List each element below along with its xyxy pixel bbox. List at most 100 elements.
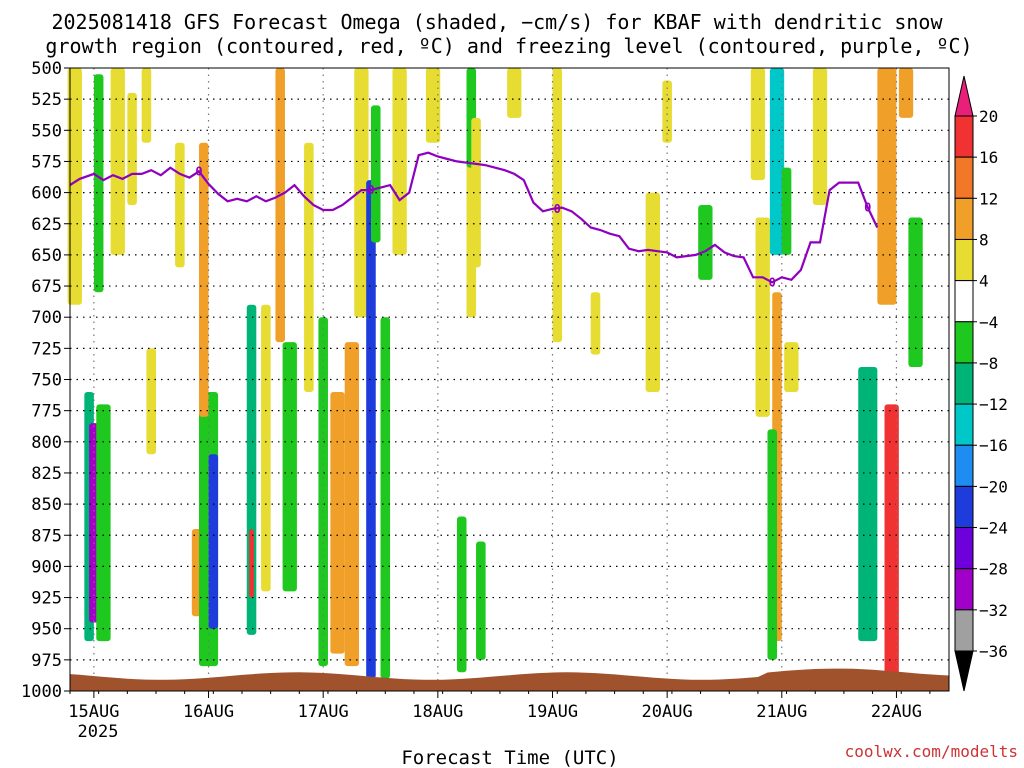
omega-region-38 [662, 80, 672, 143]
colorbar-bin-1 [954, 115, 974, 158]
omega-region-21 [330, 391, 345, 654]
colorbar-label-8: −16 [979, 436, 1008, 455]
omega-region-23 [354, 68, 369, 318]
omega-region-45 [767, 429, 778, 660]
x-tick-label-2: 17AUG [298, 702, 349, 722]
omega-region-34 [507, 68, 522, 118]
omega-region-35 [552, 68, 563, 343]
y-axis: 500 525 550 575 600 625 650 675 700 725 750 775 800 8… [21, 59, 70, 702]
x-axis-label: Forecast Time (UTC) [401, 747, 618, 768]
omega-region-42 [769, 68, 785, 255]
colorbar-label-4: 4 [979, 272, 989, 291]
colorbar-bin-8 [954, 403, 974, 446]
colorbar-bin-3 [954, 197, 974, 240]
omega-region-26 [380, 317, 391, 679]
colorbar-label-10: −24 [979, 519, 1008, 538]
colorbar-top-arrow [954, 75, 974, 117]
omega-region-18 [282, 342, 297, 592]
y-tick-label-7: 675 [31, 277, 62, 297]
omega-region-47 [812, 68, 828, 206]
freezing-label-2: 0 [554, 202, 561, 216]
omega-region-51 [898, 68, 914, 118]
freezing-label-1: 0 [367, 183, 374, 197]
colorbar-bin-12 [954, 568, 974, 611]
omega-region-6 [127, 92, 137, 206]
omega-region-15 [249, 529, 254, 598]
omega-region-37 [645, 192, 660, 392]
y-tick-label-10: 750 [31, 371, 62, 391]
x-tick-label-3: 18AUG [412, 702, 463, 722]
colorbar-bin-9 [954, 444, 974, 487]
omega-region-12 [208, 454, 219, 629]
y-tick-label-3: 575 [31, 152, 62, 172]
colorbar-label-0: 20 [979, 107, 998, 126]
omega-region-46 [784, 342, 799, 392]
colorbar-bin-6 [954, 321, 974, 364]
x-tick-label-1: 16AUG [183, 702, 234, 722]
colorbar-bin-7 [954, 362, 974, 405]
colorbar-label-5: −4 [979, 313, 998, 332]
chart-title-line-1: 2025081418 GFS Forecast Omega (shaded, −… [51, 10, 943, 34]
omega-region-41 [755, 217, 770, 417]
x-axis: 15AUG 16AUG 17AUG 18AUG 19AUG 20AUG 21AUG 22AUG [68, 691, 931, 722]
omega-region-9 [175, 142, 185, 268]
omega-region-4 [96, 404, 111, 642]
y-tick-label-20: 1000 [21, 682, 62, 702]
colorbar-bin-10 [954, 485, 974, 529]
colorbar-label-9: −20 [979, 477, 1008, 496]
colorbar: 20 16 12 8 4 −4 −8 −12 −16 −20 −24 −28 −32 −36 [954, 75, 1008, 692]
colorbar-bin-5 [954, 280, 974, 323]
x-axis-year: 2025 [78, 722, 119, 742]
y-tick-label-18: 950 [31, 620, 62, 640]
omega-region-25 [370, 105, 381, 243]
omega-region-40 [750, 68, 766, 181]
y-tick-label-17: 925 [31, 589, 62, 609]
colorbar-bin-13 [954, 609, 974, 652]
colorbar-label-12: −32 [979, 601, 1008, 620]
y-tick-label-14: 850 [31, 495, 62, 515]
y-tick-label-9: 725 [31, 339, 62, 359]
chart-title-line-2: growth region (contoured, red, ºC) and f… [45, 34, 972, 58]
y-tick-label-5: 625 [31, 215, 62, 235]
freezing-label-4: 0 [864, 201, 871, 215]
colorbar-bin-4 [954, 238, 974, 282]
omega-region-22 [344, 342, 360, 667]
plot-area: 0 0 0 0 0 [67, 67, 950, 692]
omega-region-16 [261, 304, 271, 592]
y-tick-label-13: 825 [31, 464, 62, 484]
freezing-label-3: 0 [769, 275, 776, 289]
omega-region-52 [908, 217, 923, 368]
colorbar-label-3: 8 [979, 230, 989, 249]
y-tick-label-6: 650 [31, 246, 62, 266]
x-tick-label-5: 20AUG [642, 702, 693, 722]
omega-region-19 [304, 142, 314, 392]
y-tick-label-16: 900 [31, 557, 62, 577]
y-tick-label-19: 975 [31, 651, 62, 671]
colorbar-label-2: 12 [979, 189, 998, 208]
y-tick-label-8: 700 [31, 308, 62, 328]
colorbar-label-6: −8 [979, 354, 998, 373]
omega-region-7 [141, 68, 152, 143]
x-tick-label-7: 22AUG [871, 702, 922, 722]
y-tick-label-11: 775 [31, 402, 62, 422]
y-tick-label-2: 550 [31, 121, 62, 141]
x-tick-label-6: 21AUG [756, 702, 807, 722]
omega-region-17 [275, 68, 285, 343]
omega-region-36 [590, 292, 601, 355]
colorbar-label-7: −12 [979, 395, 1008, 414]
y-tick-label-1: 525 [31, 90, 62, 110]
y-tick-label-15: 875 [31, 526, 62, 546]
omega-region-27 [392, 68, 407, 255]
omega-region-44 [781, 167, 792, 255]
colorbar-bin-11 [954, 527, 974, 570]
omega-region-28 [425, 68, 441, 143]
omega-region-3 [93, 74, 104, 293]
x-tick-label-4: 19AUG [527, 702, 578, 722]
colorbar-bin-2 [954, 156, 974, 199]
freezing-level-line [69, 151, 879, 284]
freezing-label-0: 0 [195, 164, 202, 178]
y-tick-label-12: 800 [31, 433, 62, 453]
omega-region-48 [858, 367, 878, 642]
colorbar-label-1: 16 [979, 148, 998, 167]
